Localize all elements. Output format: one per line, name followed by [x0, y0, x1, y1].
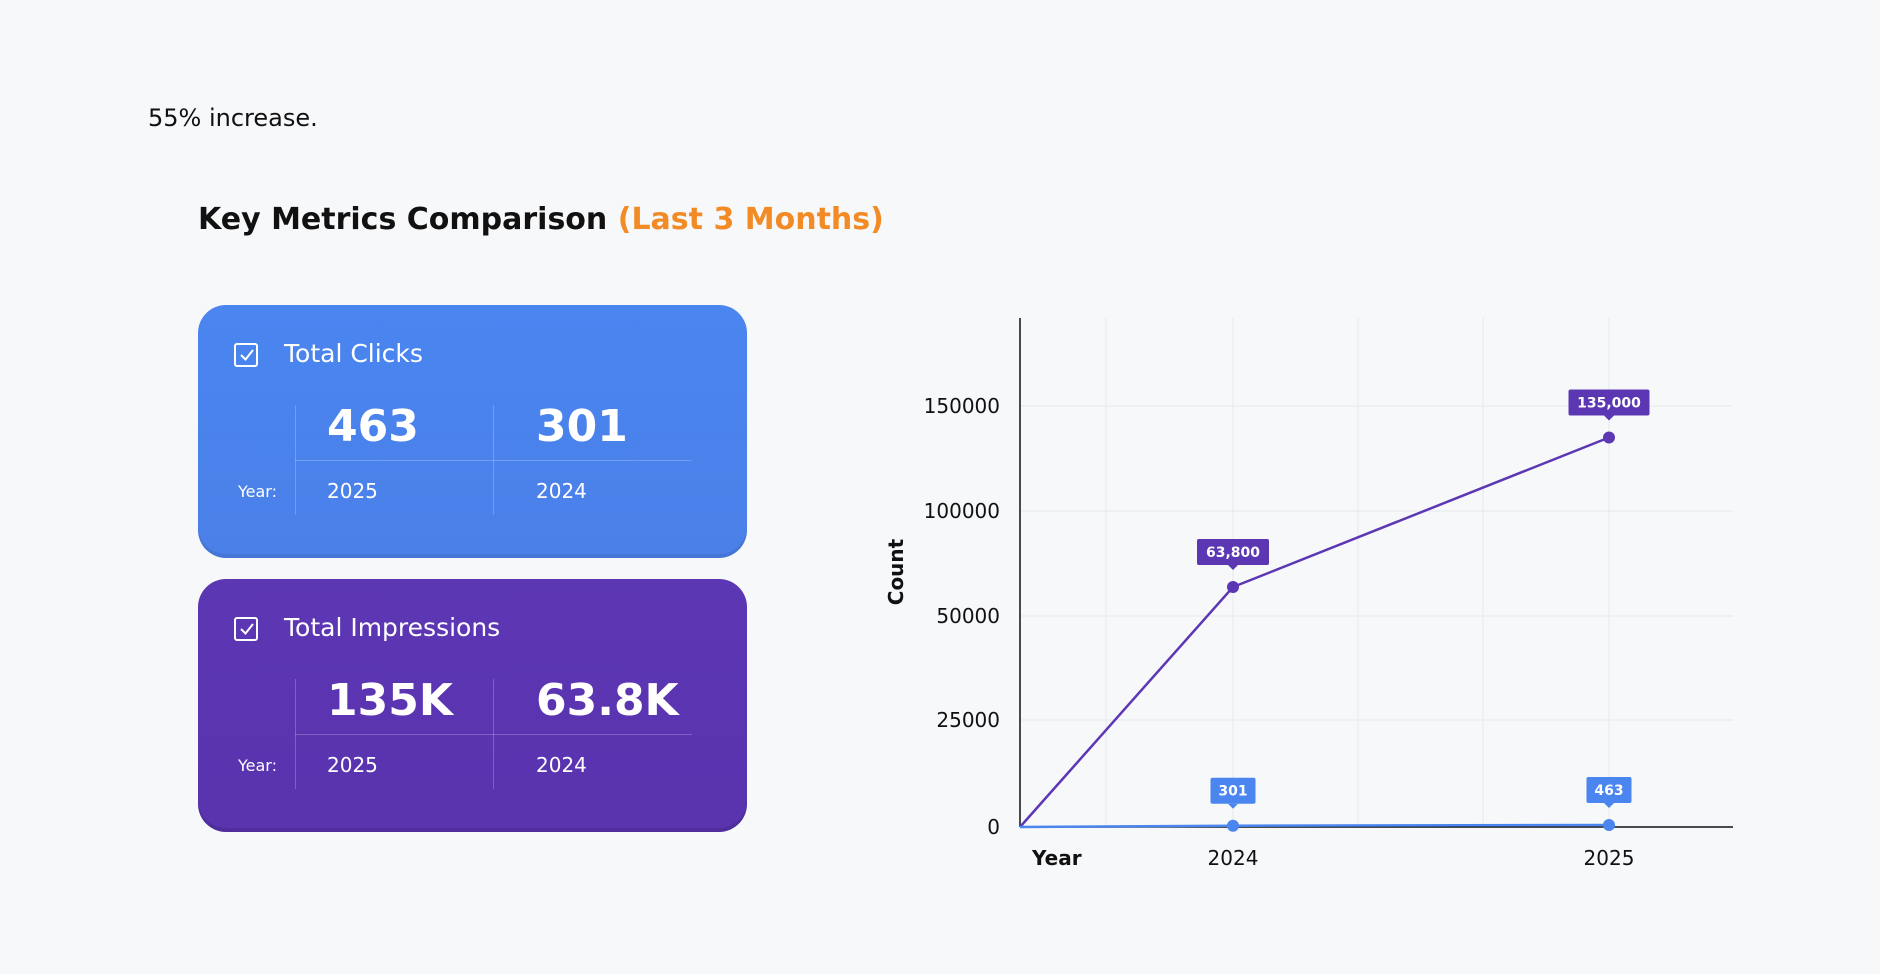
- divider: [295, 460, 692, 461]
- y-tick-label: 150000: [924, 394, 1000, 418]
- year-label: Year:: [238, 482, 277, 501]
- card-label: Total Impressions: [284, 613, 501, 642]
- total-clicks-card: Total Clicks 463 301 Year: 2025 2024: [198, 305, 747, 558]
- year-2025: 2025: [327, 479, 378, 503]
- data-point: [1227, 581, 1239, 594]
- card-label: Total Clicks: [284, 339, 423, 368]
- data-label: 463: [1594, 783, 1623, 799]
- divider: [493, 405, 494, 515]
- metric-value-2024: 63.8K: [536, 675, 679, 726]
- x-axis-title: Year: [1031, 846, 1082, 870]
- data-label-box: [1568, 389, 1650, 416]
- checkbox-checked-icon[interactable]: [234, 617, 258, 641]
- year-2025: 2025: [327, 753, 378, 777]
- data-label-box: [1197, 539, 1269, 566]
- y-tick-label: 50000: [936, 604, 1000, 628]
- data-label-pointer: [1604, 415, 1614, 421]
- year-2024: 2024: [536, 479, 587, 503]
- metric-value-2025: 463: [327, 401, 419, 452]
- metric-value-2024: 301: [536, 401, 628, 452]
- data-label: 63,800: [1206, 545, 1260, 561]
- x-tick-label: 2025: [1584, 846, 1635, 870]
- page-title: Key Metrics Comparison (Last 3 Months): [198, 202, 884, 237]
- intro-text: 55% increase.: [148, 104, 318, 132]
- year-2024: 2024: [536, 753, 587, 777]
- y-axis-title: Count: [884, 538, 908, 605]
- data-label: 135,000: [1577, 396, 1641, 412]
- divider: [493, 679, 494, 789]
- data-label: 301: [1218, 784, 1247, 800]
- divider: [295, 405, 296, 515]
- data-label-box: [1586, 777, 1632, 804]
- data-point: [1227, 819, 1239, 832]
- x-tick-label: 2024: [1208, 846, 1259, 870]
- series-line-0: [1019, 436, 1610, 828]
- year-label: Year:: [238, 756, 277, 775]
- data-point: [1603, 819, 1615, 832]
- data-label-pointer: [1228, 803, 1238, 809]
- metric-value-2025: 135K: [327, 675, 453, 726]
- y-tick-label: 100000: [924, 499, 1000, 523]
- y-tick-label: 25000: [936, 708, 1000, 732]
- checkbox-checked-icon[interactable]: [234, 343, 258, 367]
- divider: [295, 734, 692, 735]
- divider: [295, 679, 296, 789]
- data-point: [1603, 431, 1615, 444]
- total-impressions-card: Total Impressions 135K 63.8K Year: 2025 …: [198, 579, 747, 832]
- title-main: Key Metrics Comparison: [198, 202, 608, 237]
- y-tick-label: 0: [987, 815, 1000, 839]
- data-label-pointer: [1604, 803, 1614, 809]
- data-label-box: [1210, 777, 1256, 804]
- title-accent: (Last 3 Months): [617, 202, 884, 237]
- data-label-pointer: [1228, 565, 1238, 571]
